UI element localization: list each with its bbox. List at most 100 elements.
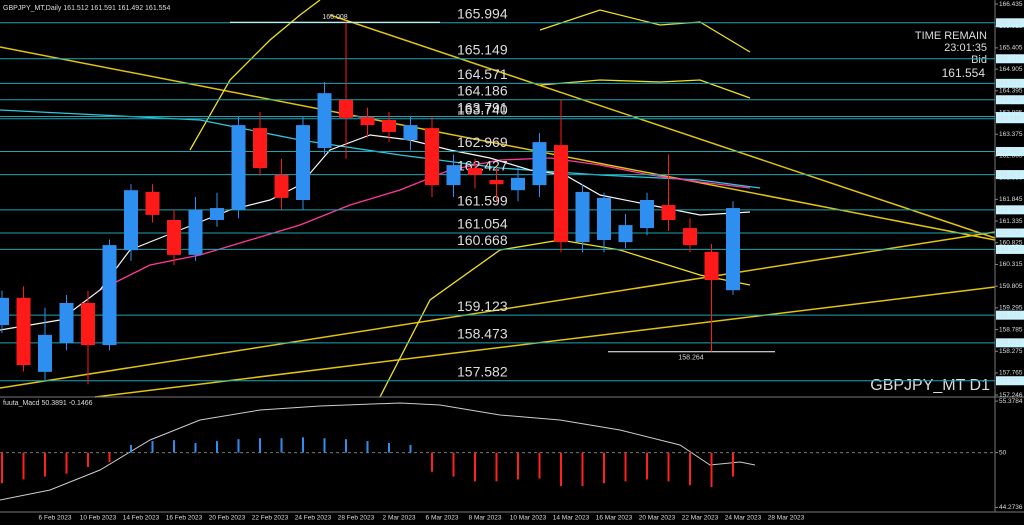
- candle-body: [167, 219, 181, 255]
- candle-body: [554, 145, 568, 243]
- level-tag-label: 164.186: [997, 96, 1021, 103]
- candle-body: [210, 208, 224, 220]
- x-tick-label: 24 Feb 2023: [295, 515, 332, 522]
- y-tick-label: 164.395: [999, 88, 1023, 95]
- level-tag-label: 164.571: [997, 80, 1021, 87]
- level-tag: [996, 310, 1024, 320]
- level-label: 160.668: [457, 232, 508, 248]
- level-label: 165.994: [457, 6, 508, 22]
- level-label: 158.473: [457, 326, 508, 342]
- y-tick-label: 44.2736: [999, 504, 1023, 511]
- trendline: [94, 286, 996, 398]
- x-tick-label: 14 Mar 2023: [553, 515, 590, 522]
- trendline: [329, 14, 996, 239]
- y-tick-label: 157.246: [999, 392, 1023, 399]
- y-tick-label: 161.335: [999, 218, 1023, 225]
- candle-body: [102, 245, 117, 346]
- candle-body: [425, 128, 439, 186]
- candle-body: [253, 128, 267, 169]
- level-label: 161.054: [457, 216, 508, 232]
- level-tag: [996, 338, 1024, 348]
- time-remain-label: TIME REMAIN: [915, 30, 987, 42]
- x-tick-label: 20 Feb 2023: [209, 515, 246, 522]
- candle-body: [274, 174, 289, 198]
- y-tick-label: 55.3784: [999, 398, 1023, 405]
- x-tick-label: 16 Mar 2023: [596, 515, 633, 522]
- band: [189, 0, 321, 151]
- level-tag-label: 163.740: [997, 115, 1021, 122]
- level-tag: [996, 228, 1024, 238]
- candle-body: [124, 190, 138, 251]
- time-remain: 23:01:35: [944, 42, 987, 54]
- x-tick-label: 16 Feb 2023: [166, 515, 203, 522]
- level-tag: [996, 244, 1024, 254]
- y-tick-label: 162.865: [999, 153, 1023, 160]
- macd-line: [0, 402, 756, 501]
- y-tick-label: 164.905: [999, 66, 1023, 73]
- candle-body: [575, 191, 590, 243]
- y-tick-label: 161.845: [999, 196, 1023, 203]
- level-label: 163.740: [457, 101, 508, 117]
- candle-body: [339, 99, 353, 118]
- y-tick-label: 159.295: [999, 305, 1023, 312]
- level-label: 157.582: [457, 363, 508, 379]
- level-label: 164.186: [457, 82, 508, 98]
- candle-body: [661, 205, 676, 220]
- y-tick-label: 158.785: [999, 326, 1023, 333]
- band: [539, 79, 751, 99]
- level-tag: [996, 376, 1024, 386]
- level-label: 161.599: [457, 193, 508, 209]
- y-tick-label: 158.275: [999, 348, 1023, 355]
- low-marker-label: 158.264: [678, 355, 703, 362]
- level-tag-label: 161.599: [997, 207, 1021, 214]
- x-tick-label: 28 Mar 2023: [768, 515, 805, 522]
- x-tick-label: 24 Mar 2023: [725, 515, 762, 522]
- x-tick-label: 10 Feb 2023: [80, 515, 117, 522]
- x-tick-label: 8 Mar 2023: [469, 515, 502, 522]
- x-tick-label: 6 Mar 2023: [426, 515, 459, 522]
- candle-body: [683, 228, 697, 246]
- level-tag-label: 165.149: [997, 55, 1021, 62]
- candle-body: [382, 119, 396, 132]
- level-tag: [996, 147, 1024, 157]
- level-tag-label: 161.054: [997, 230, 1021, 237]
- x-tick-label: 2 Mar 2023: [383, 515, 416, 522]
- y-tick-label: 163.375: [999, 131, 1023, 138]
- candle-body: [16, 297, 31, 366]
- candle-body: [59, 302, 74, 343]
- level-tag-label: 165.994: [997, 20, 1021, 27]
- level-tag: [996, 114, 1024, 124]
- x-tick-label: 6 Feb 2023: [39, 515, 72, 522]
- chart-title: GBPJPY_MT,Daily 161.512 161.591 161.492 …: [3, 5, 170, 12]
- level-tag-label: 162.969: [997, 148, 1021, 155]
- y-tick-label: 160.825: [999, 239, 1023, 246]
- level-tag-label: 160.668: [997, 246, 1021, 253]
- candle-body: [618, 225, 633, 243]
- bid: 161.554: [942, 66, 986, 80]
- level-tag: [996, 95, 1024, 105]
- x-tick-label: 22 Mar 2023: [682, 515, 719, 522]
- candle-body: [145, 191, 160, 215]
- level-label: 164.571: [457, 66, 508, 82]
- high-marker-label: 166.008: [322, 14, 347, 21]
- level-label: 162.969: [457, 134, 508, 150]
- x-tick-label: 20 Mar 2023: [639, 515, 676, 522]
- level-tag-label: 157.582: [997, 377, 1021, 384]
- y-tick-label: 160.315: [999, 261, 1023, 268]
- candle-body: [597, 197, 611, 240]
- level-tag: [996, 205, 1024, 215]
- candle-body: [0, 297, 9, 326]
- x-tick-label: 10 Mar 2023: [510, 515, 547, 522]
- y-tick-label: 166.435: [999, 1, 1023, 8]
- x-tick-label: 14 Feb 2023: [123, 515, 160, 522]
- candle-body: [468, 168, 482, 175]
- level-tag-label: 159.123: [997, 312, 1021, 319]
- y-tick-label: 157.765: [999, 370, 1023, 377]
- candle-body: [704, 251, 719, 280]
- candle-body: [403, 125, 418, 140]
- candle-body: [446, 165, 461, 186]
- candle-body: [231, 125, 246, 210]
- level-label: 163.791: [457, 99, 508, 115]
